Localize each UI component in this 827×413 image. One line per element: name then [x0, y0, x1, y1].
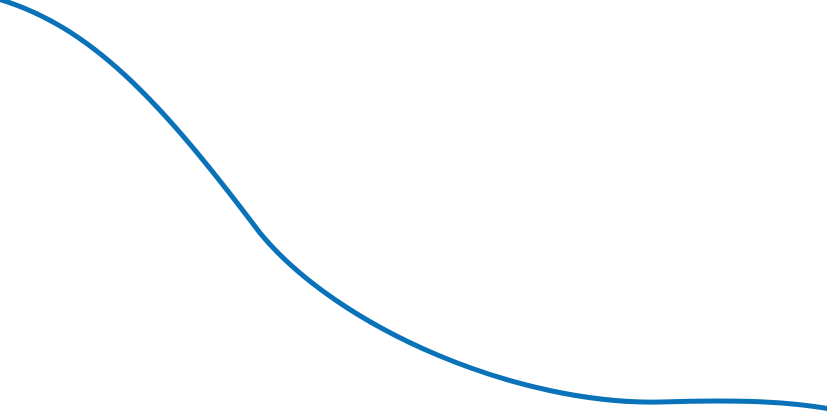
decorative-canvas — [0, 0, 827, 413]
wave-curve — [0, 0, 827, 412]
page: {} — [0, 0, 827, 413]
background — [0, 0, 827, 413]
